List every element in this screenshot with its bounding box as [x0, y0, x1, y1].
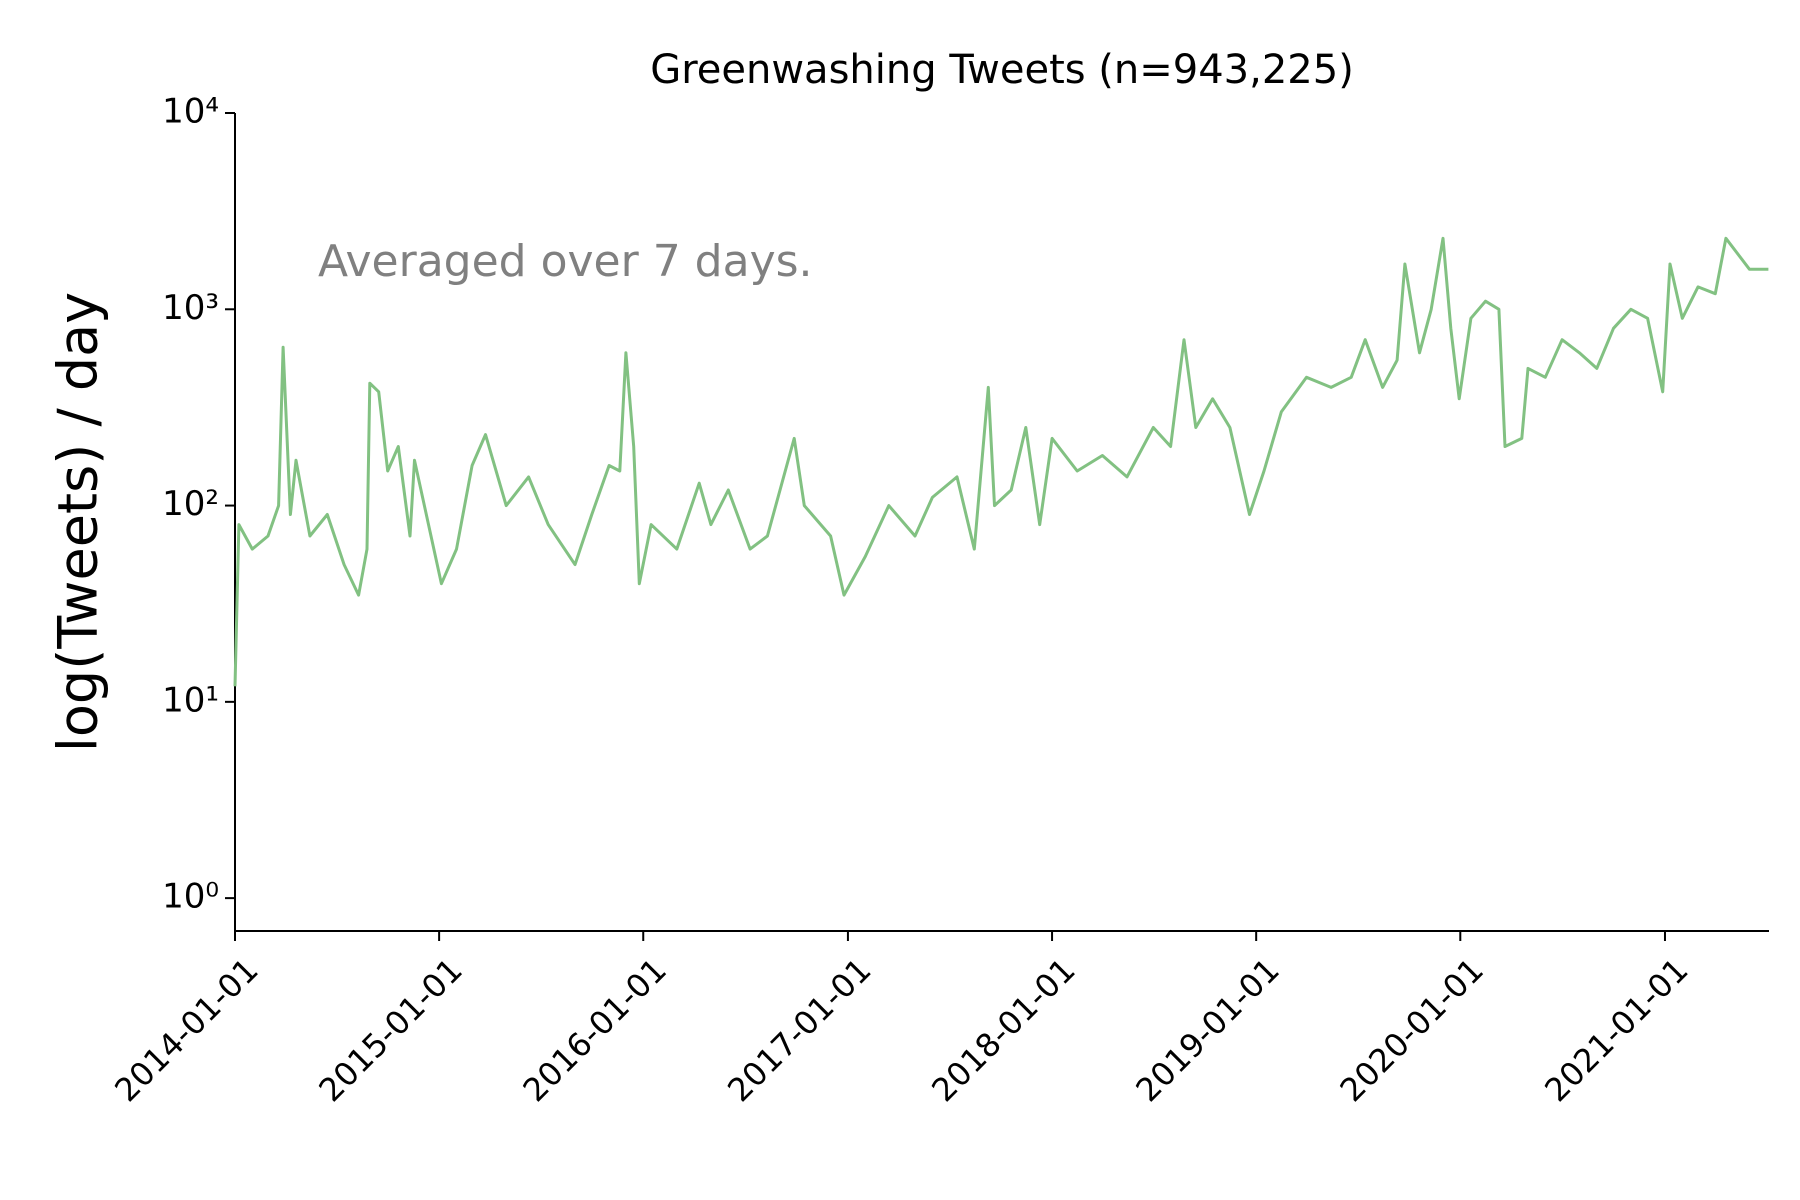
x-tick-label: 2014-01-01 — [107, 951, 265, 1109]
y-tick-label: 10¹ — [162, 680, 219, 720]
chart-title: Greenwashing Tweets (n=943,225) — [650, 47, 1354, 93]
y-axis-label: log(Tweets) / day — [47, 292, 110, 752]
annotation: Averaged over 7 days. — [318, 236, 813, 287]
x-tick-label: 2016-01-01 — [516, 951, 674, 1109]
x-tick-label: 2018-01-01 — [924, 951, 1082, 1109]
y-tick-label: 10³ — [162, 288, 219, 328]
y-tick-label: 10⁰ — [162, 877, 219, 917]
data-line — [233, 236, 1769, 687]
x-tick-label: 2017-01-01 — [720, 951, 878, 1109]
y-tick-label: 10⁴ — [162, 92, 219, 132]
x-tick-label: 2019-01-01 — [1128, 951, 1286, 1109]
y-tick-label: 10² — [162, 484, 219, 524]
x-tick-label: 2015-01-01 — [311, 951, 469, 1109]
x-tick-label: 2021-01-01 — [1537, 951, 1695, 1109]
x-tick-label: 2020-01-01 — [1333, 951, 1491, 1109]
